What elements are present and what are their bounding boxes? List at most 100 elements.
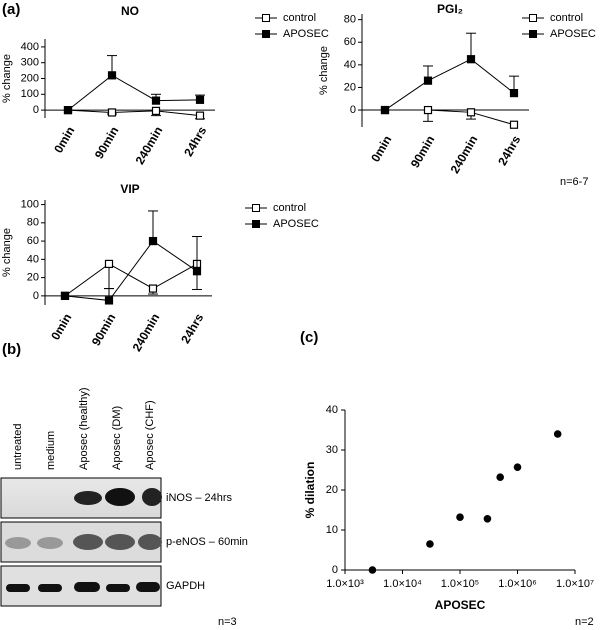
y-tick-label: 400 (21, 41, 39, 53)
point (483, 515, 492, 523)
lane-label: untreated (12, 424, 24, 470)
y-axis-label: % dilation (303, 462, 317, 519)
legend-marker (262, 14, 270, 22)
y-tick-label: 0 (332, 564, 338, 576)
blot (0, 477, 162, 607)
marker (466, 108, 476, 117)
x-tick-label: 0min (368, 133, 394, 164)
point (426, 540, 434, 548)
y-tick-label: 200 (21, 72, 39, 84)
y-tick-label: 10 (326, 524, 338, 536)
lane-label: Aposec (healthy) (78, 387, 90, 470)
legend-label: APOSEC (273, 218, 319, 230)
y-axis-label: % change (318, 46, 330, 95)
y-axis-label: % change (1, 54, 13, 103)
lane-label: medium (45, 431, 57, 470)
legend-marker (529, 14, 537, 22)
marker (466, 55, 476, 64)
marker (107, 108, 117, 117)
x-tick-label: 240min (133, 124, 166, 167)
marker (148, 236, 158, 246)
x-tick-label: 0min (51, 124, 77, 155)
series-line (67, 74, 201, 111)
point (553, 430, 562, 438)
legend-label: control (273, 202, 306, 214)
marker (151, 96, 161, 105)
marker (151, 106, 161, 115)
y-tick-label: 60 (344, 36, 356, 48)
legend-label: APOSEC (550, 28, 596, 40)
lane-label: Aposec (DM) (111, 406, 123, 470)
y-tick-label: 80 (27, 217, 39, 229)
x-tick-label: 24hrs (178, 311, 206, 346)
row-label: iNOS – 24hrs (166, 492, 233, 504)
marker (423, 76, 433, 85)
y-tick-label: 40 (344, 59, 356, 71)
x-tick-label: 1.0×10⁶ (498, 578, 536, 590)
legend-marker (252, 220, 260, 228)
marker (509, 88, 519, 98)
legend-label: APOSEC (283, 28, 329, 40)
legend-marker (252, 204, 260, 212)
x-tick-label: 90min (408, 133, 437, 170)
x-tick-label: 240min (130, 311, 163, 354)
legend-marker (529, 30, 537, 38)
marker (104, 296, 114, 305)
point (456, 513, 464, 521)
y-tick-label: 20 (344, 81, 356, 93)
marker (509, 120, 519, 129)
y-tick-label: 20 (27, 272, 39, 284)
series-line (385, 109, 515, 126)
series-line (64, 263, 198, 297)
marker (195, 111, 205, 120)
chart-title: PGI₂ (437, 2, 463, 16)
y-tick-label: 30 (326, 444, 338, 456)
marker (148, 284, 158, 293)
x-tick-label: 24hrs (495, 133, 523, 168)
y-tick-label: 0 (33, 104, 39, 116)
chart-title: NO (121, 4, 139, 18)
y-tick-label: 100 (21, 88, 39, 100)
y-axis-label: % change (1, 228, 13, 277)
marker (380, 105, 390, 115)
lane-label: Aposec (CHF) (144, 400, 156, 470)
marker (63, 105, 73, 115)
x-tick-label: 240min (448, 133, 481, 176)
error-bar (148, 210, 158, 242)
y-tick-label: 100 (21, 198, 39, 210)
marker (107, 71, 117, 80)
x-tick-label: 1.0×10⁵ (441, 578, 480, 590)
legend-marker (262, 30, 270, 38)
x-tick-label: 90min (89, 311, 118, 348)
point (496, 473, 504, 482)
row-label: GAPDH (166, 580, 205, 592)
y-tick-label: 300 (21, 57, 39, 69)
y-tick-label: 40 (326, 404, 338, 416)
panel-label: (b) (2, 341, 21, 358)
row-label: p-eNOS – 60min (166, 536, 248, 548)
series-line (384, 58, 515, 111)
marker (60, 291, 70, 300)
marker (104, 259, 114, 269)
y-tick-label: 20 (326, 484, 338, 496)
y-tick-label: 0 (33, 290, 39, 302)
series-line (67, 109, 201, 117)
error-bar (466, 32, 476, 60)
point (368, 566, 377, 574)
x-tick-label: 1.0×10⁴ (383, 578, 422, 590)
marker (192, 267, 202, 276)
series-line (64, 240, 198, 301)
x-tick-label: 1.0×10⁷ (556, 578, 594, 590)
x-tick-label: 0min (48, 311, 74, 342)
y-tick-label: 60 (27, 235, 39, 247)
x-axis-label: APOSEC (435, 598, 486, 612)
panel-label: (a) (2, 1, 20, 18)
y-tick-label: 80 (344, 14, 356, 26)
legend-label: control (550, 12, 583, 24)
note: n=3 (218, 616, 237, 628)
x-tick-label: 24hrs (181, 124, 209, 159)
x-tick-label: 90min (92, 124, 121, 161)
legend-label: control (283, 12, 316, 24)
x-tick-label: 1.0×10³ (326, 578, 364, 590)
